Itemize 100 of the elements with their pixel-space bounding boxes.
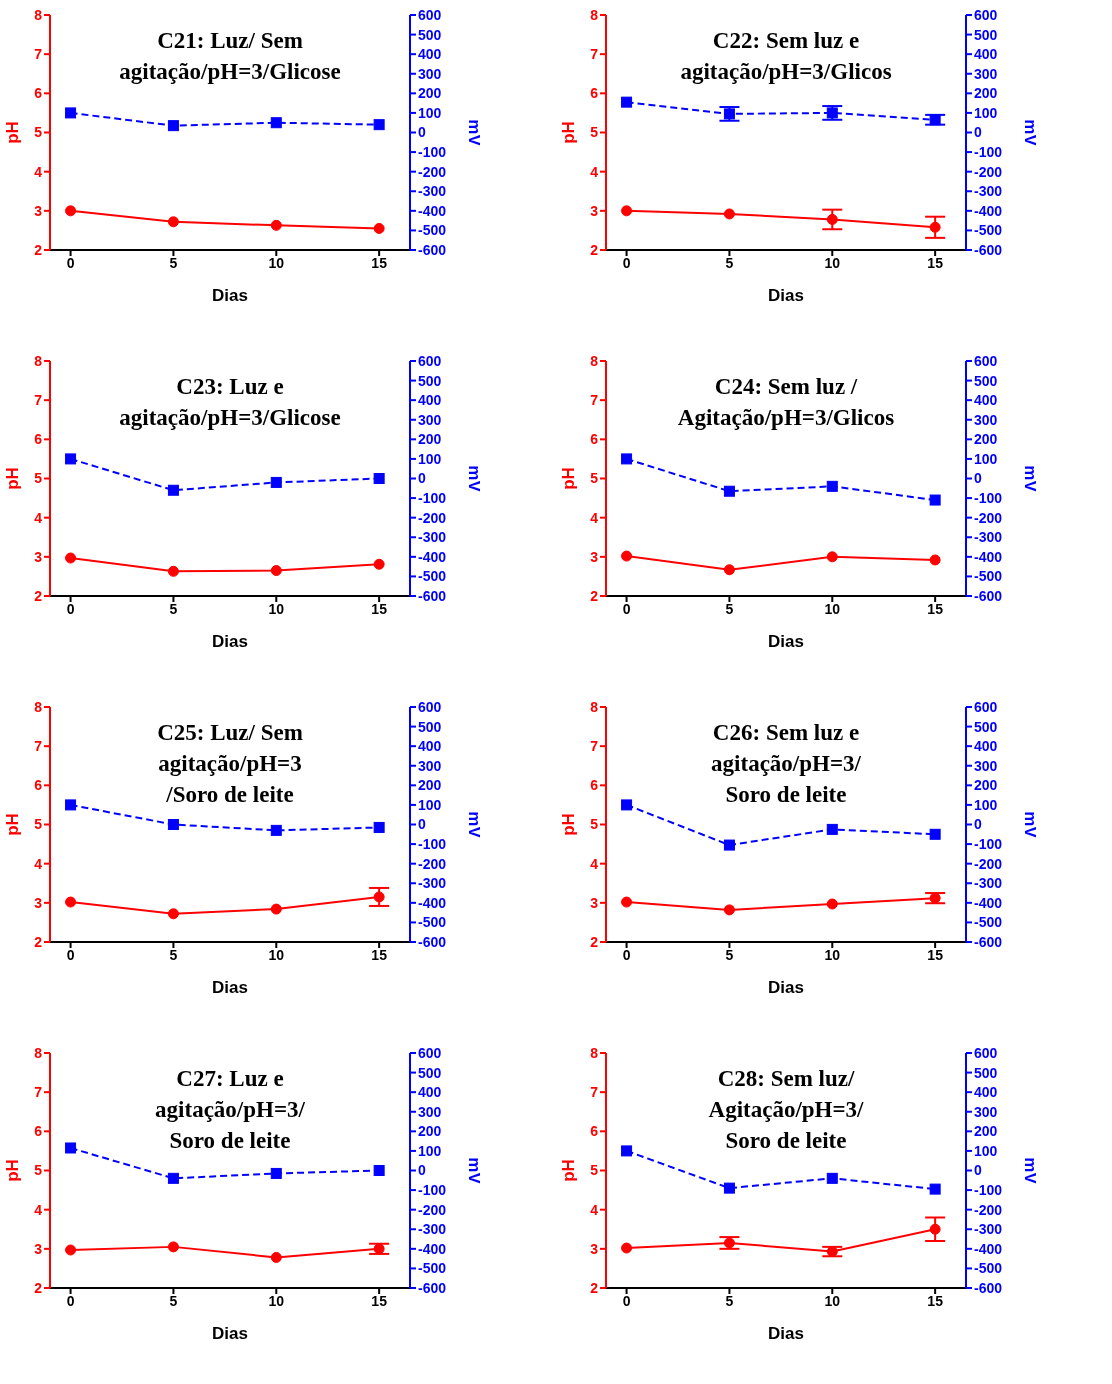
y-tick-label: 8 <box>34 1044 43 1061</box>
y2-axis-title: mV <box>1020 811 1040 839</box>
y2-tick-label: 0 <box>418 816 426 833</box>
y-tick-label: 7 <box>590 46 599 63</box>
y2-tick-label: 500 <box>974 372 998 389</box>
y-tick-label: 6 <box>34 85 43 102</box>
x-tick-label: 10 <box>824 600 841 617</box>
point <box>621 1145 633 1157</box>
text: C24: Sem luz / Agitação/pH=3/Glicos <box>676 373 896 432</box>
y2-axis-title: mV <box>464 119 484 147</box>
y-tick-label: 4 <box>34 1201 43 1218</box>
y2-tick-label: -300 <box>418 183 447 200</box>
x-tick-label: 0 <box>622 1292 631 1309</box>
x-tick-label: 5 <box>169 600 178 617</box>
y-tick-label: 2 <box>590 587 599 604</box>
y-tick-label: 6 <box>590 1123 599 1140</box>
x-axis-title: Dias <box>768 632 804 651</box>
y2-tick-label: -200 <box>418 1201 447 1218</box>
y-tick-label: 2 <box>590 1279 599 1296</box>
x-axis-title: Dias <box>212 632 248 651</box>
y2-tick-label: -400 <box>418 1240 447 1257</box>
y-tick-label: 7 <box>34 392 43 409</box>
y2-tick-label: 300 <box>974 65 998 82</box>
y-tick-label: 5 <box>590 816 599 833</box>
y-tick-label: 4 <box>34 855 43 872</box>
y2-tick-label: 0 <box>418 470 426 487</box>
y2-tick-label: 600 <box>418 6 442 23</box>
y2-tick-label: 600 <box>974 1044 998 1061</box>
y2-tick-label: 300 <box>974 411 998 428</box>
y2-tick-label: -100 <box>974 836 1003 853</box>
y-tick-label: 5 <box>34 470 43 487</box>
y2-tick-label: -300 <box>974 529 1003 546</box>
y2-tick-label: -300 <box>974 183 1003 200</box>
point <box>723 1237 735 1249</box>
y2-tick-label: -500 <box>418 914 447 931</box>
point <box>826 480 838 492</box>
x-tick-label: 10 <box>268 600 285 617</box>
text: C26: Sem luz e agitação/pH=3/ Soro de leite <box>710 719 862 809</box>
y2-tick-label: 400 <box>974 738 998 755</box>
y-tick-label: 5 <box>590 1162 599 1179</box>
point <box>723 839 735 851</box>
y-tick-label: 7 <box>34 738 43 755</box>
y2-tick-label: 300 <box>974 757 998 774</box>
x-tick-label: 15 <box>371 1292 388 1309</box>
y2-tick-label: -100 <box>418 490 447 507</box>
y-axis-title: pH <box>559 1159 579 1182</box>
y2-tick-label: 100 <box>418 450 442 467</box>
y-tick-label: 6 <box>590 431 599 448</box>
y2-tick-label: -200 <box>974 1201 1003 1218</box>
y2-tick-label: -500 <box>418 568 447 585</box>
y2-tick-label: -400 <box>974 548 1003 565</box>
y-tick-label: 8 <box>590 352 599 369</box>
y2-tick-label: 100 <box>974 104 998 121</box>
y-tick-label: 5 <box>34 1162 43 1179</box>
point <box>929 1223 941 1235</box>
y2-tick-label: -200 <box>974 855 1003 872</box>
point <box>929 494 941 506</box>
y-tick-label: 2 <box>34 1279 43 1296</box>
y2-tick-label: 400 <box>418 1084 442 1101</box>
y2-tick-label: -600 <box>418 1279 447 1296</box>
y2-axis-title: mV <box>464 811 484 839</box>
y-tick-label: 5 <box>590 470 599 487</box>
x-tick-label: 5 <box>725 254 734 271</box>
point <box>65 1142 77 1154</box>
point <box>929 554 941 566</box>
y2-tick-label: 500 <box>418 372 442 389</box>
y2-tick-label: 400 <box>418 392 442 409</box>
point <box>270 824 282 836</box>
y2-tick-label: 0 <box>418 124 426 141</box>
y-tick-label: 4 <box>34 509 43 526</box>
x-tick-label: 5 <box>169 946 178 963</box>
y2-tick-label: -500 <box>974 1260 1003 1277</box>
y2-tick-label: -600 <box>418 933 447 950</box>
x-tick-label: 0 <box>66 1292 75 1309</box>
point <box>65 552 77 564</box>
y2-tick-label: 200 <box>418 1123 442 1140</box>
x-tick-label: 15 <box>927 600 944 617</box>
point <box>373 473 385 484</box>
y2-tick-label: -600 <box>418 587 447 604</box>
x-tick-label: 10 <box>268 1292 285 1309</box>
y-tick-label: 5 <box>590 124 599 141</box>
x-tick-label: 15 <box>927 254 944 271</box>
y2-tick-label: 0 <box>418 1162 426 1179</box>
y-tick-label: 6 <box>34 777 43 794</box>
x-tick-label: 15 <box>927 1292 944 1309</box>
y-tick-label: 8 <box>34 698 43 715</box>
y-tick-label: 8 <box>590 698 599 715</box>
y2-tick-label: 400 <box>418 738 442 755</box>
y-tick-label: 8 <box>590 1044 599 1061</box>
x-axis-title: Dias <box>212 978 248 997</box>
y2-tick-label: -500 <box>974 222 1003 239</box>
y2-tick-label: 500 <box>974 26 998 43</box>
y-tick-label: 4 <box>590 1201 599 1218</box>
point <box>621 453 633 465</box>
text: C21: Luz/ Sem agitação/pH=3/Glicose <box>118 27 342 86</box>
point <box>167 120 179 132</box>
y-tick-label: 3 <box>34 202 43 219</box>
y2-tick-label: -200 <box>418 163 447 180</box>
x-tick-label: 0 <box>66 254 75 271</box>
y2-tick-label: 0 <box>974 470 982 487</box>
